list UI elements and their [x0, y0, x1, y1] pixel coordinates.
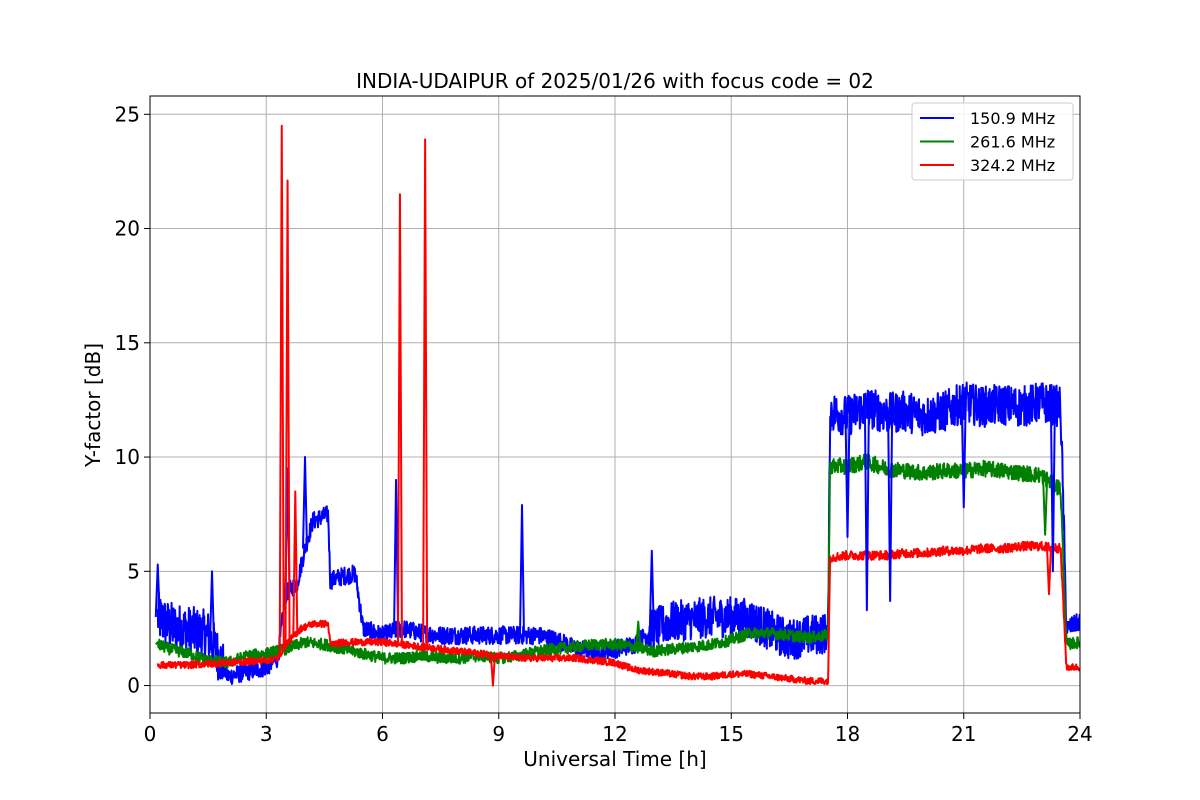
series-lines	[154, 124, 1080, 687]
x-tick-label: 6	[376, 722, 389, 746]
x-axis-label: Universal Time [h]	[523, 747, 706, 771]
x-tick-label: 15	[719, 722, 744, 746]
y-tick-label: 5	[127, 559, 140, 583]
spike-mark-s2-4	[422, 138, 429, 648]
legend-label: 261.6 MHz	[970, 133, 1055, 152]
dip-mark-s0-2	[844, 415, 851, 539]
legend-label: 324.2 MHz	[970, 156, 1055, 175]
y-tick-label: 20	[115, 217, 140, 241]
y-axis-ticks: 0 5 10 15 20 25	[115, 102, 150, 698]
spike-mark-s0-6	[154, 563, 161, 618]
spike-mark-s1-1	[635, 620, 642, 648]
y-tick-label: 25	[115, 102, 140, 126]
spike-mark-s0-1	[302, 456, 308, 549]
spike-mark-s0-3	[519, 504, 525, 636]
x-axis-ticks: 0 3 6 9 12 15 18 21 24	[144, 713, 1093, 746]
y-tick-label: 10	[115, 445, 140, 469]
dip-mark-s0-3	[960, 402, 967, 509]
x-tick-label: 3	[260, 722, 273, 746]
spike-mark-s1-0	[154, 641, 161, 646]
series-line-2	[156, 540, 1080, 686]
x-tick-label: 12	[602, 722, 627, 746]
dip-mark-s0-4	[1049, 404, 1056, 573]
x-tick-label: 24	[1067, 722, 1092, 746]
legend: 150.9 MHz 261.6 MHz 324.2 MHz	[911, 102, 1074, 181]
x-tick-label: 21	[951, 722, 976, 746]
dip-mark-s2-0	[489, 655, 496, 687]
spike-mark-s2-3	[396, 193, 403, 645]
y-axis-label: Y-factor [dB]	[81, 343, 105, 468]
chart-title: INDIA-UDAIPUR of 2025/01/26 with focus c…	[356, 69, 874, 93]
y-tick-label: 15	[115, 331, 140, 355]
x-tick-label: 18	[835, 722, 860, 746]
legend-label: 150.9 MHz	[970, 109, 1055, 128]
y-tick-label: 0	[127, 674, 140, 698]
spike-mark-s0-5	[209, 570, 215, 643]
dip-mark-s2-1	[1046, 547, 1052, 596]
spike-mark-s2-2	[292, 490, 299, 635]
dip-mark-s0-1	[887, 413, 894, 603]
x-tick-label: 0	[144, 722, 157, 746]
dip-mark-s1-0	[1042, 478, 1049, 536]
x-tick-label: 9	[492, 722, 505, 746]
series-line-1	[156, 453, 1080, 669]
spike-mark-s0-4	[648, 549, 655, 631]
spike-mark-s2-0	[278, 124, 285, 652]
spike-mark-s2-1	[284, 179, 291, 643]
legend-box	[911, 102, 1074, 181]
dip-mark-s0-0	[863, 406, 870, 612]
